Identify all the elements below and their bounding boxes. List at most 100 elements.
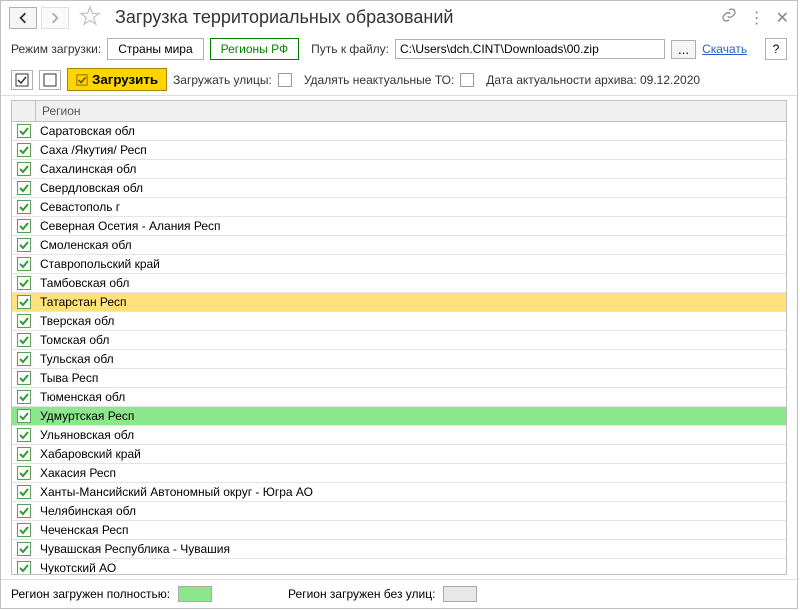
download-link[interactable]: Скачать: [702, 42, 747, 56]
row-region-name: Татарстан Респ: [36, 295, 786, 309]
row-region-name: Чувашская Республика - Чувашия: [36, 542, 786, 556]
row-checkbox[interactable]: [12, 352, 36, 366]
row-checkbox[interactable]: [12, 504, 36, 518]
row-checkbox[interactable]: [12, 409, 36, 423]
row-region-name: Хабаровский край: [36, 447, 786, 461]
table-row[interactable]: Тульская обл: [12, 350, 786, 369]
table-row[interactable]: Чувашская Республика - Чувашия: [12, 540, 786, 559]
load-streets-label: Загружать улицы:: [173, 73, 272, 87]
legend-full-label: Регион загружен полностью:: [11, 587, 170, 601]
back-button[interactable]: [9, 7, 37, 29]
row-region-name: Севастополь г: [36, 200, 786, 214]
table-row[interactable]: Тыва Респ: [12, 369, 786, 388]
legend-nostreets-label: Регион загружен без улиц:: [288, 587, 435, 601]
table-row[interactable]: Томская обл: [12, 331, 786, 350]
legend-nostreets-swatch: [443, 586, 477, 602]
row-checkbox[interactable]: [12, 238, 36, 252]
row-region-name: Ульяновская обл: [36, 428, 786, 442]
table-row[interactable]: Тверская обл: [12, 312, 786, 331]
column-region: Регион: [36, 101, 786, 121]
table-row[interactable]: Саратовская обл: [12, 122, 786, 141]
load-streets-checkbox[interactable]: [278, 73, 292, 87]
row-region-name: Удмуртская Респ: [36, 409, 786, 423]
table-row[interactable]: Сахалинская обл: [12, 160, 786, 179]
browse-button[interactable]: ...: [671, 40, 696, 59]
table-row[interactable]: Смоленская обл: [12, 236, 786, 255]
uncheck-all-button[interactable]: [39, 70, 61, 90]
check-all-button[interactable]: [11, 70, 33, 90]
row-checkbox[interactable]: [12, 295, 36, 309]
row-region-name: Ставропольский край: [36, 257, 786, 271]
link-icon[interactable]: [721, 7, 737, 28]
row-checkbox[interactable]: [12, 428, 36, 442]
row-region-name: Саратовская обл: [36, 124, 786, 138]
table-row[interactable]: Северная Осетия - Алания Респ: [12, 217, 786, 236]
page-title: Загрузка территориальных образований: [115, 7, 717, 28]
row-region-name: Смоленская обл: [36, 238, 786, 252]
row-region-name: Тюменская обл: [36, 390, 786, 404]
row-checkbox[interactable]: [12, 542, 36, 556]
help-button[interactable]: ?: [765, 38, 787, 60]
row-checkbox[interactable]: [12, 523, 36, 537]
row-checkbox[interactable]: [12, 314, 36, 328]
table-row[interactable]: Тюменская обл: [12, 388, 786, 407]
row-checkbox[interactable]: [12, 181, 36, 195]
row-checkbox[interactable]: [12, 143, 36, 157]
load-button-label: Загрузить: [92, 72, 158, 87]
row-checkbox[interactable]: [12, 466, 36, 480]
row-checkbox[interactable]: [12, 162, 36, 176]
table-row[interactable]: Ульяновская обл: [12, 426, 786, 445]
row-checkbox[interactable]: [12, 276, 36, 290]
mode-label: Режим загрузки:: [11, 42, 101, 56]
row-region-name: Тыва Респ: [36, 371, 786, 385]
row-region-name: Тамбовская обл: [36, 276, 786, 290]
table-row[interactable]: Ставропольский край: [12, 255, 786, 274]
row-region-name: Тульская обл: [36, 352, 786, 366]
row-region-name: Челябинская обл: [36, 504, 786, 518]
legend-full-swatch: [178, 586, 212, 602]
row-region-name: Саха /Якутия/ Респ: [36, 143, 786, 157]
tab-rf[interactable]: Регионы РФ: [210, 38, 299, 60]
table-row[interactable]: Севастополь г: [12, 198, 786, 217]
column-check: [12, 101, 36, 121]
favorite-icon[interactable]: [79, 5, 101, 30]
row-checkbox[interactable]: [12, 219, 36, 233]
path-input[interactable]: [395, 39, 665, 59]
row-region-name: Хакасия Респ: [36, 466, 786, 480]
row-region-name: Чеченская Респ: [36, 523, 786, 537]
more-icon[interactable]: ⋮: [749, 8, 764, 28]
delete-old-label: Удалять неактуальные ТО:: [304, 73, 454, 87]
table-row[interactable]: Татарстан Респ: [12, 293, 786, 312]
row-checkbox[interactable]: [12, 390, 36, 404]
table-row[interactable]: Хабаровский край: [12, 445, 786, 464]
load-button[interactable]: Загрузить: [67, 68, 167, 91]
forward-button[interactable]: [41, 7, 69, 29]
row-checkbox[interactable]: [12, 371, 36, 385]
row-checkbox[interactable]: [12, 200, 36, 214]
row-checkbox[interactable]: [12, 485, 36, 499]
row-region-name: Ханты-Мансийский Автономный округ - Югра…: [36, 485, 786, 499]
table-row[interactable]: Удмуртская Респ: [12, 407, 786, 426]
path-label: Путь к файлу:: [311, 42, 389, 56]
table-row[interactable]: Хакасия Респ: [12, 464, 786, 483]
row-checkbox[interactable]: [12, 124, 36, 138]
close-icon[interactable]: ✕: [776, 8, 789, 28]
row-checkbox[interactable]: [12, 333, 36, 347]
row-checkbox[interactable]: [12, 447, 36, 461]
row-region-name: Чукотский АО: [36, 561, 786, 574]
row-region-name: Тверская обл: [36, 314, 786, 328]
table-row[interactable]: Чукотский АО: [12, 559, 786, 574]
table-row[interactable]: Саха /Якутия/ Респ: [12, 141, 786, 160]
table-row[interactable]: Челябинская обл: [12, 502, 786, 521]
row-region-name: Сахалинская обл: [36, 162, 786, 176]
table-row[interactable]: Тамбовская обл: [12, 274, 786, 293]
row-region-name: Свердловская обл: [36, 181, 786, 195]
archive-date-label: Дата актуальности архива: 09.12.2020: [486, 73, 700, 87]
table-row[interactable]: Ханты-Мансийский Автономный округ - Югра…: [12, 483, 786, 502]
table-row[interactable]: Свердловская обл: [12, 179, 786, 198]
row-checkbox[interactable]: [12, 561, 36, 574]
row-checkbox[interactable]: [12, 257, 36, 271]
table-row[interactable]: Чеченская Респ: [12, 521, 786, 540]
delete-old-checkbox[interactable]: [460, 73, 474, 87]
tab-world[interactable]: Страны мира: [107, 38, 203, 60]
